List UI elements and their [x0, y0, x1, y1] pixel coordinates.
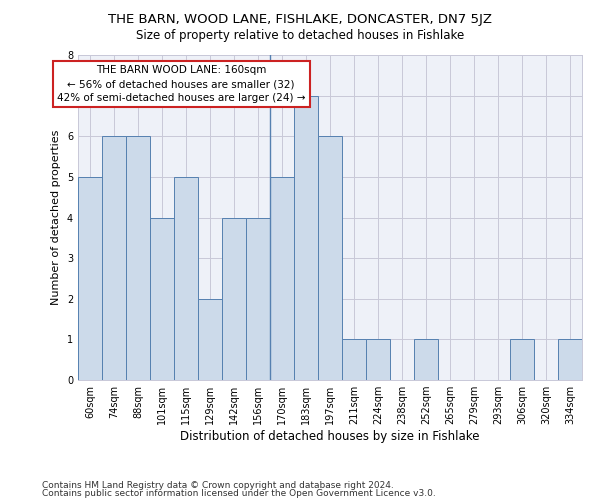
Bar: [198, 298, 222, 380]
Bar: [126, 136, 150, 380]
Bar: [366, 340, 390, 380]
Bar: [342, 340, 366, 380]
Text: THE BARN WOOD LANE: 160sqm
← 56% of detached houses are smaller (32)
42% of semi: THE BARN WOOD LANE: 160sqm ← 56% of deta…: [57, 65, 305, 103]
Bar: [558, 340, 582, 380]
Text: Contains public sector information licensed under the Open Government Licence v3: Contains public sector information licen…: [42, 488, 436, 498]
Bar: [294, 96, 318, 380]
Bar: [174, 177, 198, 380]
Bar: [150, 218, 174, 380]
Bar: [510, 340, 534, 380]
Y-axis label: Number of detached properties: Number of detached properties: [52, 130, 61, 305]
Bar: [414, 340, 438, 380]
Text: Contains HM Land Registry data © Crown copyright and database right 2024.: Contains HM Land Registry data © Crown c…: [42, 481, 394, 490]
Bar: [246, 218, 270, 380]
Bar: [102, 136, 126, 380]
X-axis label: Distribution of detached houses by size in Fishlake: Distribution of detached houses by size …: [180, 430, 480, 443]
Bar: [222, 218, 246, 380]
Bar: [318, 136, 342, 380]
Bar: [78, 177, 102, 380]
Text: THE BARN, WOOD LANE, FISHLAKE, DONCASTER, DN7 5JZ: THE BARN, WOOD LANE, FISHLAKE, DONCASTER…: [108, 12, 492, 26]
Text: Size of property relative to detached houses in Fishlake: Size of property relative to detached ho…: [136, 29, 464, 42]
Bar: [270, 177, 294, 380]
